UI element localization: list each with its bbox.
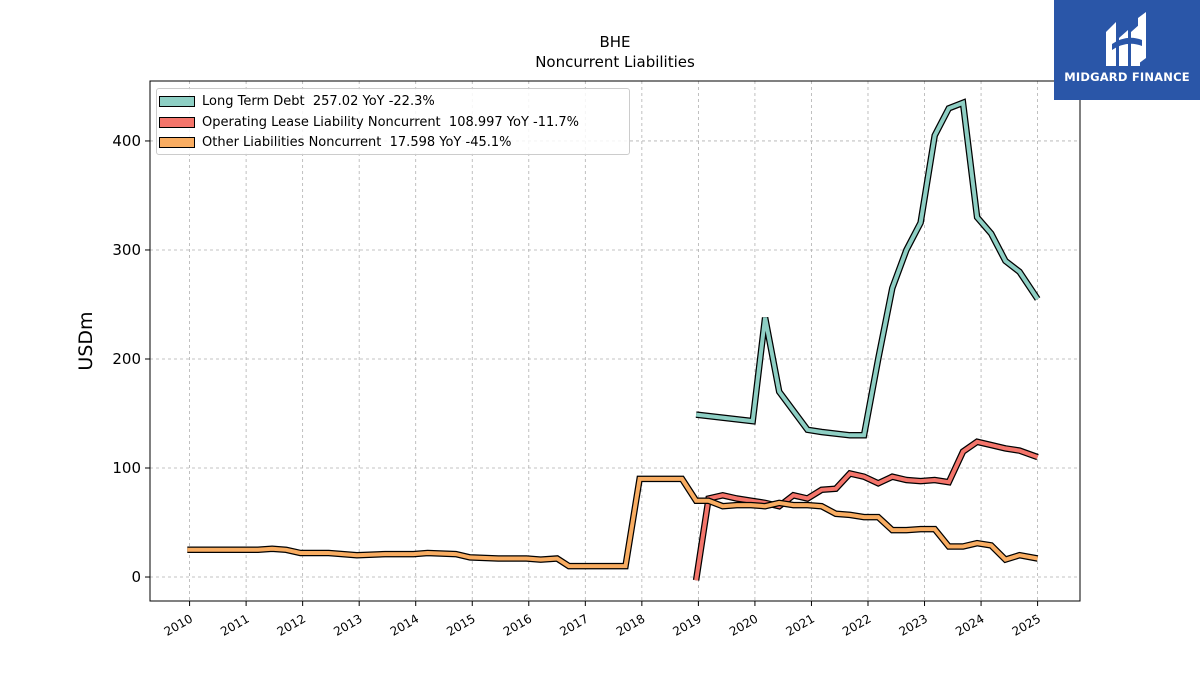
legend-item-long-term-debt: Long Term Debt 257.02 YoY -22.3%: [159, 92, 435, 110]
legend-swatch-long-term-debt: [159, 95, 195, 107]
legend-label-operating-lease: Operating Lease Liability Noncurrent 108…: [202, 114, 580, 130]
y-tick-label: 400: [112, 132, 141, 150]
x-tick-label: 2010: [162, 611, 195, 638]
x-tick-label: 2017: [557, 611, 590, 638]
chart-title: BHE: [599, 33, 630, 51]
brand-name: MIDGARD FINANCE: [1064, 70, 1190, 84]
x-tick-label: 2014: [388, 611, 421, 638]
x-tick-label: 2025: [1010, 611, 1043, 638]
legend-swatch-operating-lease: [159, 116, 195, 128]
y-tick-label: 300: [112, 241, 141, 259]
series-outline: [695, 98, 1041, 439]
legend-item-operating-lease: Operating Lease Liability Noncurrent 108…: [159, 113, 579, 131]
legend-label-long-term-debt: Long Term Debt 257.02 YoY -22.3%: [202, 93, 435, 109]
series-line-2: [187, 475, 1039, 570]
y-tick-label: 100: [112, 459, 141, 477]
x-tick-label: 2013: [331, 611, 364, 638]
legend: Long Term Debt 257.02 YoY -22.3% Operati…: [156, 88, 630, 155]
x-tick-label: 2018: [614, 611, 647, 638]
x-tick-label: 2020: [727, 611, 760, 638]
legend-swatch-other-liabilities: [159, 136, 195, 148]
legend-item-other-liabilities: Other Liabilities Noncurrent 17.598 YoY …: [159, 133, 512, 151]
x-tick-label: 2021: [784, 611, 817, 638]
x-tick-label: 2012: [275, 611, 308, 638]
x-tick-label: 2022: [840, 611, 873, 638]
y-axis-label: USDm: [75, 311, 97, 370]
x-tick-label: 2024: [953, 611, 986, 638]
x-tick-label: 2011: [218, 611, 251, 638]
x-tick-label: 2023: [897, 611, 930, 638]
brand-logo: MIDGARD FINANCE: [1054, 0, 1200, 100]
axes: 2010 2011 2012 2013 2014 2015 2016 2017 2018 2019…: [112, 132, 1043, 639]
series-line-0: [695, 98, 1041, 439]
series-line-1: [692, 438, 1039, 581]
plot-frame: [149, 80, 1081, 602]
series-line: [694, 439, 1039, 581]
legend-label-other-liabilities: Other Liabilities Noncurrent 17.598 YoY …: [202, 134, 512, 150]
series-line: [187, 476, 1038, 569]
y-tick-label: 0: [131, 568, 141, 586]
series-outline: [692, 438, 1039, 581]
series-line: [695, 100, 1040, 438]
x-tick-label: 2015: [444, 611, 477, 638]
chart-subtitle: Noncurrent Liabilities: [535, 53, 695, 71]
y-tick-label: 200: [112, 350, 141, 368]
x-tick-label: 2019: [670, 611, 703, 638]
series-lines: [187, 98, 1041, 581]
grid: [150, 81, 1080, 601]
midgard-logo-icon: [1106, 12, 1146, 66]
x-tick-label: 2016: [501, 611, 534, 638]
